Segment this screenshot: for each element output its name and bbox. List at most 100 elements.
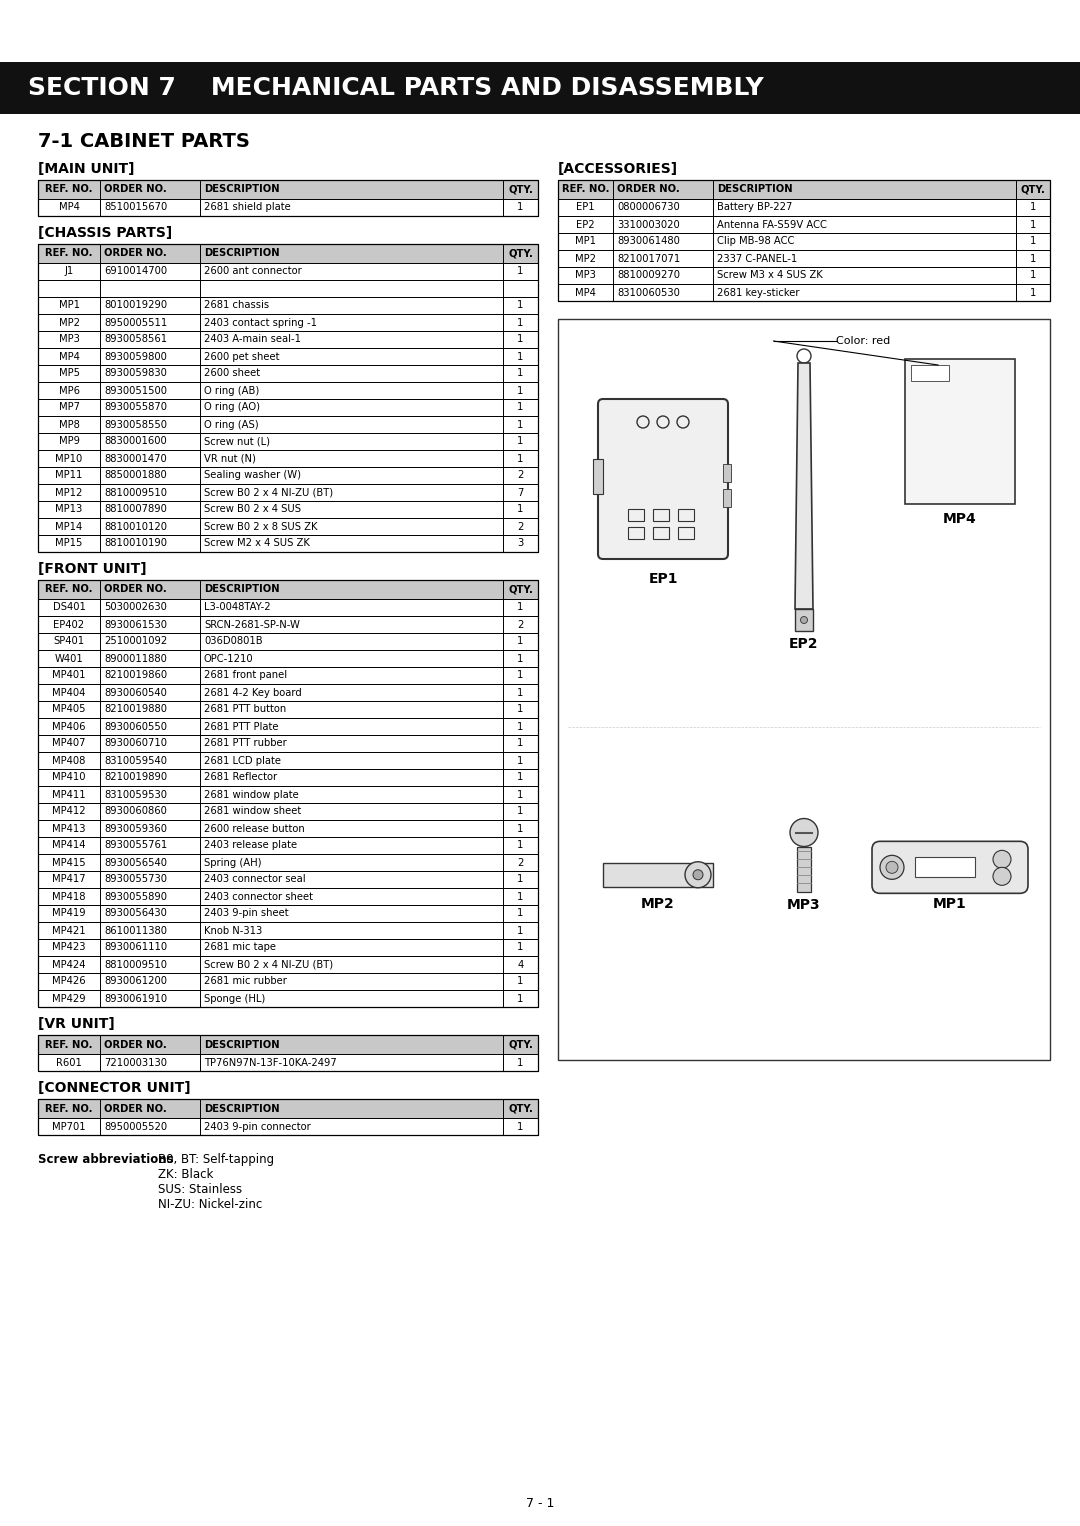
- Text: Screw nut (L): Screw nut (L): [204, 436, 270, 447]
- Text: 1: 1: [517, 351, 524, 362]
- Text: REF. NO.: REF. NO.: [562, 185, 609, 194]
- Text: 8810007890: 8810007890: [104, 505, 167, 514]
- Bar: [593, 459, 603, 494]
- Text: DESCRIPTION: DESCRIPTION: [717, 185, 793, 194]
- Bar: [797, 847, 811, 891]
- Text: MP4: MP4: [575, 287, 596, 298]
- Text: QTY.: QTY.: [508, 584, 532, 595]
- Text: DESCRIPTION: DESCRIPTION: [204, 185, 280, 194]
- Text: 2681 key-sticker: 2681 key-sticker: [717, 287, 799, 298]
- Text: MP1: MP1: [575, 237, 596, 247]
- Bar: [38, 819, 538, 836]
- Text: 8930051500: 8930051500: [104, 386, 167, 395]
- Text: 1: 1: [517, 925, 524, 935]
- Text: 1: 1: [517, 722, 524, 731]
- Text: 5030002630: 5030002630: [104, 603, 167, 612]
- Text: 1: 1: [517, 334, 524, 345]
- Text: MP3: MP3: [58, 334, 80, 345]
- Text: QTY.: QTY.: [508, 1103, 532, 1114]
- Bar: [38, 262, 538, 279]
- Text: 2681 mic tape: 2681 mic tape: [204, 943, 276, 952]
- Text: 2681 window sheet: 2681 window sheet: [204, 807, 301, 816]
- Text: MP5: MP5: [58, 368, 80, 378]
- Text: MP405: MP405: [52, 705, 85, 714]
- Text: [FRONT UNIT]: [FRONT UNIT]: [38, 562, 147, 575]
- Text: 8930060860: 8930060860: [104, 807, 167, 816]
- Text: EP1: EP1: [577, 203, 595, 212]
- Text: 1: 1: [517, 436, 524, 447]
- Text: 8950005511: 8950005511: [104, 317, 167, 328]
- Text: 8810009510: 8810009510: [104, 960, 167, 969]
- Text: 1: 1: [1030, 220, 1036, 229]
- Text: 1: 1: [517, 267, 524, 276]
- Text: 8510015670: 8510015670: [104, 203, 167, 212]
- Text: MP419: MP419: [52, 908, 85, 919]
- Text: MP1: MP1: [58, 301, 80, 310]
- Bar: [38, 433, 538, 450]
- Text: 3310003020: 3310003020: [617, 220, 679, 229]
- Text: 2681 LCD plate: 2681 LCD plate: [204, 755, 281, 766]
- Text: 2337 C-PANEL-1: 2337 C-PANEL-1: [717, 253, 797, 264]
- Text: 1: 1: [517, 603, 524, 612]
- Text: MP426: MP426: [52, 977, 85, 986]
- Text: DESCRIPTION: DESCRIPTION: [204, 1039, 280, 1050]
- Text: 2600 ant connector: 2600 ant connector: [204, 267, 301, 276]
- Text: 2403 9-pin connector: 2403 9-pin connector: [204, 1122, 311, 1131]
- Bar: [38, 382, 538, 398]
- Text: 8930055890: 8930055890: [104, 891, 167, 902]
- Text: MP1: MP1: [933, 897, 967, 911]
- Text: 8930059360: 8930059360: [104, 824, 167, 833]
- Bar: [912, 365, 949, 382]
- Text: SRCN-2681-SP-N-W: SRCN-2681-SP-N-W: [204, 620, 300, 630]
- Text: Sealing washer (W): Sealing washer (W): [204, 470, 301, 481]
- Bar: [38, 667, 538, 684]
- Text: MP8: MP8: [58, 420, 80, 429]
- Bar: [38, 298, 538, 314]
- Text: MP412: MP412: [52, 807, 85, 816]
- Text: 1: 1: [517, 670, 524, 681]
- Text: 2403 A-main seal-1: 2403 A-main seal-1: [204, 334, 301, 345]
- Bar: [38, 955, 538, 974]
- Circle shape: [993, 850, 1011, 868]
- Bar: [558, 250, 1050, 267]
- Text: MP411: MP411: [52, 789, 85, 800]
- Text: Screw M3 x 4 SUS ZK: Screw M3 x 4 SUS ZK: [717, 270, 823, 281]
- Text: MP13: MP13: [55, 505, 83, 514]
- Text: 1: 1: [517, 386, 524, 395]
- Text: 2681 Reflector: 2681 Reflector: [204, 772, 278, 783]
- Bar: [38, 974, 538, 990]
- Text: MP3: MP3: [787, 897, 821, 911]
- Text: 1: 1: [517, 943, 524, 952]
- Bar: [558, 198, 1050, 217]
- Text: MP11: MP11: [55, 470, 83, 481]
- Text: Screw M2 x 4 SUS ZK: Screw M2 x 4 SUS ZK: [204, 539, 310, 548]
- Circle shape: [993, 867, 1011, 885]
- Text: Battery BP-227: Battery BP-227: [717, 203, 793, 212]
- Text: 8930055870: 8930055870: [104, 403, 167, 412]
- Text: 1: 1: [517, 755, 524, 766]
- Text: W401: W401: [55, 653, 83, 664]
- Bar: [38, 905, 538, 922]
- Bar: [795, 609, 813, 630]
- Bar: [38, 786, 538, 803]
- Bar: [38, 279, 538, 298]
- Text: 1: 1: [517, 203, 524, 212]
- Text: ORDER NO.: ORDER NO.: [104, 185, 166, 194]
- Text: 2403 contact spring -1: 2403 contact spring -1: [204, 317, 318, 328]
- Text: REF. NO.: REF. NO.: [45, 249, 93, 258]
- Text: ORDER NO.: ORDER NO.: [617, 185, 679, 194]
- Text: 8950005520: 8950005520: [104, 1122, 167, 1131]
- Text: MP406: MP406: [52, 722, 85, 731]
- Bar: [38, 365, 538, 382]
- Text: 1: 1: [517, 772, 524, 783]
- Text: [CHASSIS PARTS]: [CHASSIS PARTS]: [38, 226, 172, 240]
- Bar: [38, 1054, 538, 1071]
- Text: iCOM: iCOM: [931, 862, 959, 873]
- Text: 2681 chassis: 2681 chassis: [204, 301, 269, 310]
- Bar: [558, 284, 1050, 301]
- Text: 8930055761: 8930055761: [104, 841, 167, 850]
- Text: [VR UNIT]: [VR UNIT]: [38, 1016, 114, 1032]
- Text: 8810010190: 8810010190: [104, 539, 167, 548]
- Text: MP2: MP2: [575, 253, 596, 264]
- Text: 8930056430: 8930056430: [104, 908, 167, 919]
